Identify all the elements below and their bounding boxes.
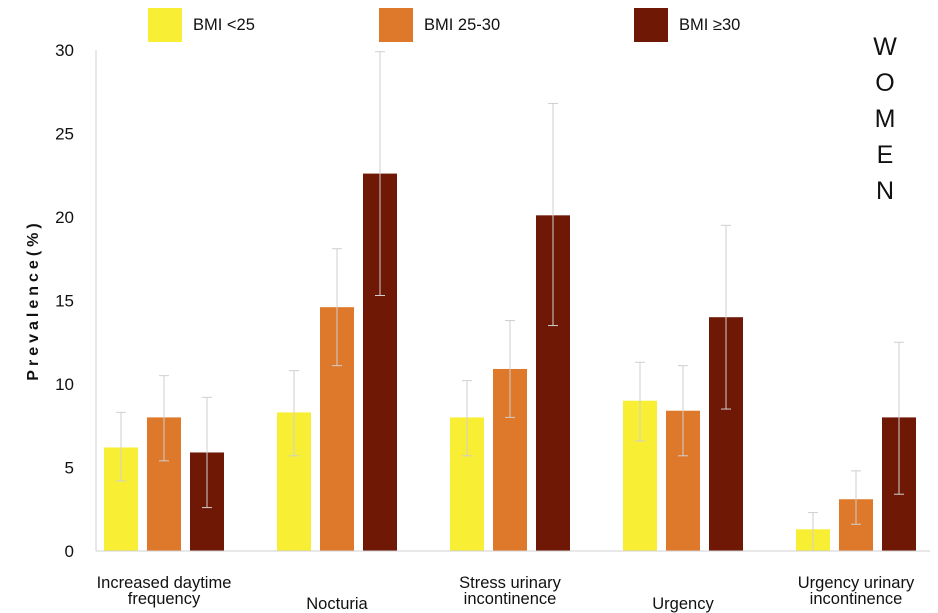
error-bar: [505, 320, 515, 418]
legend-label: BMI 25-30: [424, 16, 500, 34]
error-bar: [289, 370, 299, 457]
y-tick-label: 25: [55, 125, 74, 144]
x-tick-label: Increased daytime frequency: [97, 574, 232, 608]
side-label-letter: N: [876, 177, 894, 205]
y-axis-ticks: 0 5 10 15 20 25 30: [55, 41, 74, 561]
x-tick-label: Nocturia: [306, 595, 368, 613]
legend-swatch: [148, 8, 182, 42]
x-axis-labels: Increased daytime frequency Nocturia Stress…: [97, 574, 915, 613]
legend: BMI <25 BMI 25-30 BMI ≥30: [148, 8, 740, 42]
error-bar: [548, 102, 558, 327]
error-bar: [332, 248, 342, 367]
y-tick-label: 5: [65, 459, 74, 478]
error-bar: [851, 470, 861, 525]
error-bar: [894, 341, 904, 495]
error-bar: [159, 375, 169, 462]
y-tick-label: 0: [65, 542, 74, 561]
legend-item: BMI ≥30: [634, 8, 740, 42]
legend-label: BMI <25: [193, 16, 255, 34]
y-tick-label: 10: [55, 375, 74, 394]
side-label-letter: M: [875, 105, 896, 133]
legend-swatch: [634, 8, 668, 42]
error-bar: [678, 365, 688, 457]
y-axis-label: Prevalence(%): [25, 219, 42, 380]
x-tick-label: Stress urinary incontinence: [459, 574, 562, 608]
legend-swatch: [379, 8, 413, 42]
y-tick-label: 20: [55, 208, 74, 227]
legend-label: BMI ≥30: [679, 16, 740, 34]
x-tick-label: Urgency urinary incontinence: [798, 574, 915, 608]
x-tick-label: Urgency: [652, 595, 714, 613]
side-label-letter: E: [877, 141, 894, 169]
error-bars: [116, 51, 904, 552]
error-bar: [202, 396, 212, 509]
legend-item: BMI <25: [148, 8, 255, 42]
error-bar: [462, 380, 472, 457]
error-bar: [721, 224, 731, 410]
y-tick-label: 15: [55, 292, 74, 311]
legend-item: BMI 25-30: [379, 8, 500, 42]
side-label-letter: W: [873, 33, 897, 61]
error-bar: [635, 361, 645, 442]
y-tick-label: 30: [55, 41, 74, 60]
side-label-letter: O: [875, 69, 894, 97]
error-bar: [116, 411, 126, 482]
error-bar: [375, 51, 385, 296]
